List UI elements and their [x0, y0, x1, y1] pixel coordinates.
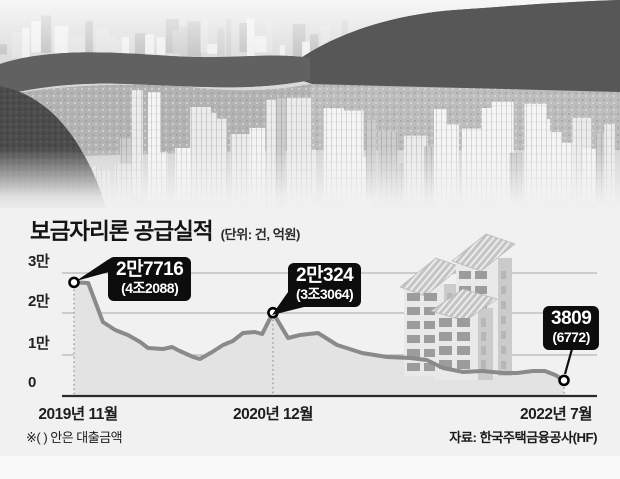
series-line — [72, 280, 566, 383]
pointer-callout-3 — [563, 348, 574, 375]
y-tick-20000: 2만 — [28, 293, 50, 310]
callout-2022-07: 3809 (6772) — [543, 306, 600, 350]
marker-drop-lines — [73, 289, 565, 394]
city-aerial-photo — [0, 0, 620, 216]
callout-2019-11: 2만7716 (4조2088) — [108, 257, 192, 301]
source-credit: 자료: 한국주택금융공사(HF) — [449, 430, 597, 445]
callout-value: 3809 — [551, 308, 592, 329]
callout-value: 2만7716 — [116, 259, 184, 280]
y-tick-30000: 3만 — [28, 253, 50, 270]
callout-loan: (6772) — [552, 328, 590, 345]
callout-loan: (4조2088) — [121, 279, 179, 296]
x-tick-2020-12: 2020년 12월 — [232, 406, 314, 423]
unit-note: (단위: 건, 억원) — [220, 227, 301, 242]
apartment-illustration — [399, 233, 516, 380]
footnote: ※( ) 안은 대출금액 — [26, 430, 123, 445]
x-tick-2019-11: 2019년 11월 — [38, 406, 118, 423]
pointer-callout-1 — [76, 259, 109, 281]
callout-value: 2만324 — [296, 265, 354, 286]
y-tick-0: 0 — [28, 374, 36, 391]
callout-loan: (3조3064) — [296, 285, 354, 302]
bottom-strip — [0, 456, 620, 479]
callout-2020-12: 2만324 (3조3064) — [288, 263, 362, 307]
photo-fade — [0, 148, 620, 216]
chart-header: 보금자리론 공급실적 (단위: 건, 억원) — [30, 214, 300, 246]
x-tick-2022-07: 2022년 7월 — [520, 406, 592, 423]
page-title: 보금자리론 공급실적 — [30, 219, 214, 244]
y-tick-10000: 1만 — [28, 335, 50, 352]
